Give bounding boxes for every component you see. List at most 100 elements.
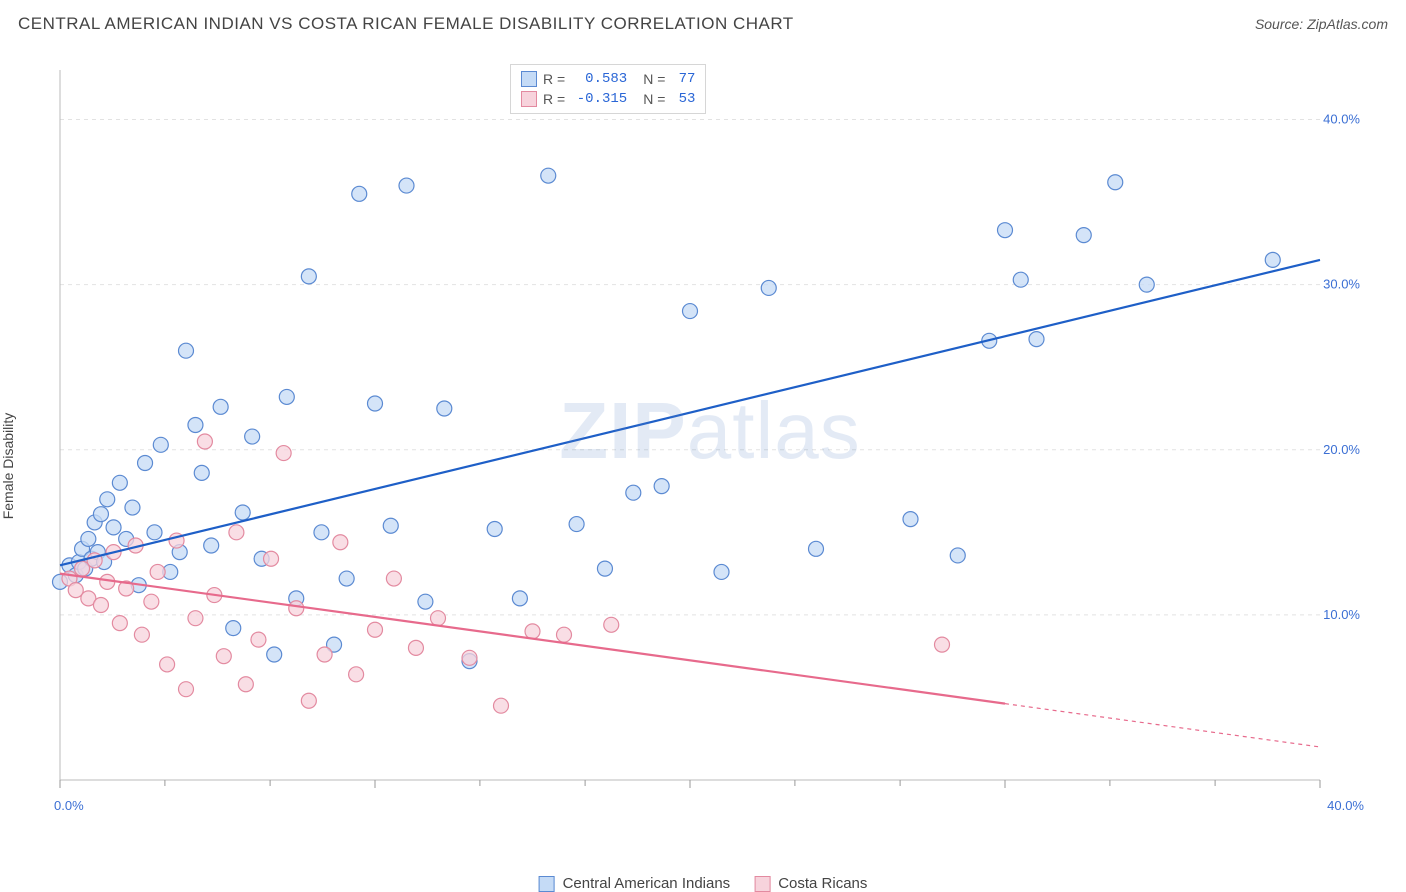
data-point <box>213 399 228 414</box>
data-point <box>903 512 918 527</box>
source-label: Source: <box>1255 16 1303 32</box>
stats-r-value: -0.315 <box>571 91 627 107</box>
data-point <box>604 617 619 632</box>
data-point <box>368 622 383 637</box>
y-tick-label: 40.0% <box>1323 112 1360 127</box>
data-point <box>314 525 329 540</box>
trend-line <box>60 574 1005 704</box>
data-point <box>368 396 383 411</box>
data-point <box>317 647 332 662</box>
data-point <box>245 429 260 444</box>
data-point <box>1029 332 1044 347</box>
data-point <box>147 525 162 540</box>
data-point <box>654 479 669 494</box>
y-tick-label: 20.0% <box>1323 442 1360 457</box>
chart-title: CENTRAL AMERICAN INDIAN VS COSTA RICAN F… <box>18 14 794 34</box>
data-point <box>229 525 244 540</box>
x-tick-label: 40.0% <box>1327 798 1364 813</box>
chart-svg: 10.0% 20.0% 30.0% 40.0% 0.0% 40.0% <box>50 60 1370 820</box>
source-attribution: Source: ZipAtlas.com <box>1255 16 1388 32</box>
y-tick-label: 30.0% <box>1323 277 1360 292</box>
y-tick-label: 10.0% <box>1323 607 1360 622</box>
data-point <box>437 401 452 416</box>
data-point <box>204 538 219 553</box>
data-point <box>1139 277 1154 292</box>
stats-n-label: N = <box>643 71 665 87</box>
data-point <box>216 649 231 664</box>
correlation-stats-box: R =0.583N =77R =-0.315N =53 <box>510 64 706 114</box>
data-point <box>525 624 540 639</box>
data-point <box>144 594 159 609</box>
data-point <box>487 522 502 537</box>
stats-r-label: R = <box>543 71 565 87</box>
data-point <box>238 677 253 692</box>
scatter-plot: 10.0%20.0%30.0%40.0%0.0%40.0% ZIPatlas R… <box>50 60 1370 820</box>
stats-n-label: N = <box>643 91 665 107</box>
data-point <box>93 597 108 612</box>
data-point <box>153 437 168 452</box>
data-point <box>597 561 612 576</box>
data-point <box>267 647 282 662</box>
data-point <box>998 223 1013 238</box>
legend-swatch <box>754 876 770 892</box>
data-point <box>138 455 153 470</box>
data-point <box>188 611 203 626</box>
data-point <box>112 616 127 631</box>
data-point <box>264 551 279 566</box>
data-point <box>512 591 527 606</box>
data-point <box>349 667 364 682</box>
data-point <box>333 535 348 550</box>
data-point <box>761 280 776 295</box>
data-point <box>226 621 241 636</box>
stats-row: R =0.583N =77 <box>517 69 699 89</box>
data-point <box>714 564 729 579</box>
data-point <box>279 389 294 404</box>
data-point <box>950 548 965 563</box>
stats-r-label: R = <box>543 91 565 107</box>
trend-line-extrapolated <box>1005 704 1320 747</box>
data-point <box>1108 175 1123 190</box>
legend-item: Costa Ricans <box>754 875 867 892</box>
data-point <box>626 485 641 500</box>
data-point <box>100 492 115 507</box>
data-point <box>494 698 509 713</box>
data-point <box>557 627 572 642</box>
data-point <box>1265 252 1280 267</box>
data-point <box>541 168 556 183</box>
data-point <box>289 601 304 616</box>
data-point <box>160 657 175 672</box>
data-point <box>935 637 950 652</box>
source-name: ZipAtlas.com <box>1307 16 1388 32</box>
series-legend: Central American Indians Costa Ricans <box>539 875 868 892</box>
data-point <box>179 682 194 697</box>
data-point <box>1013 272 1028 287</box>
legend-label: Costa Ricans <box>778 875 867 892</box>
data-point <box>1076 228 1091 243</box>
legend-swatch <box>521 71 537 87</box>
data-point <box>683 304 698 319</box>
data-point <box>93 507 108 522</box>
data-point <box>339 571 354 586</box>
data-point <box>418 594 433 609</box>
data-point <box>399 178 414 193</box>
data-point <box>106 520 121 535</box>
data-point <box>809 541 824 556</box>
stats-n-value: 77 <box>671 71 695 87</box>
data-point <box>179 343 194 358</box>
data-point <box>462 650 477 665</box>
data-point <box>125 500 140 515</box>
chart-container: Female Disability 10.0% 20.0% 30.0% 40.0% 0.… <box>0 40 1406 892</box>
data-point <box>301 693 316 708</box>
data-point <box>383 518 398 533</box>
data-point <box>150 564 165 579</box>
x-tick-label: 0.0% <box>54 798 84 813</box>
data-point <box>134 627 149 642</box>
data-point <box>569 517 584 532</box>
data-point <box>112 475 127 490</box>
data-point <box>81 531 96 546</box>
data-point <box>235 505 250 520</box>
legend-label: Central American Indians <box>563 875 731 892</box>
y-axis-label: Female Disability <box>0 413 16 520</box>
legend-swatch <box>521 91 537 107</box>
data-point <box>194 465 209 480</box>
